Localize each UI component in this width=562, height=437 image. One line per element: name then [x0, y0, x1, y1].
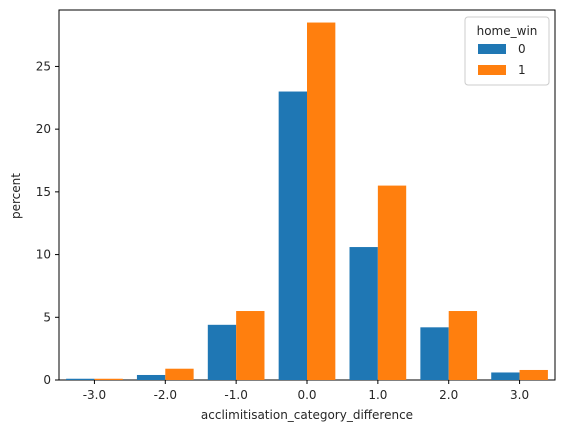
legend-title: home_win: [477, 24, 538, 38]
bar-series-1-category-3: [307, 22, 336, 380]
bar-series-0-category-0: [66, 378, 95, 380]
bar-series-0-category-1: [136, 374, 166, 380]
legend-label-series-0: 0: [518, 42, 526, 56]
x-tick-label: 0.0: [297, 388, 316, 402]
legend-swatch-series-1: [478, 65, 506, 75]
x-tick-label: 2.0: [439, 388, 458, 402]
x-axis-label: acclimitisation_category_difference: [201, 408, 413, 422]
y-axis: 0 5 10 15 20 25: [36, 59, 59, 387]
bar-series-1-category-5: [448, 311, 478, 380]
legend-swatch-series-0: [478, 44, 506, 54]
bar-series-1-category-2: [236, 311, 265, 380]
bar-series-1-category-1: [165, 368, 194, 380]
bar-series-1-category-4: [377, 185, 407, 380]
bar-series-0-category-5: [420, 327, 449, 380]
bar-series-1-category-0: [94, 378, 123, 380]
x-axis: -3.0 -2.0 -1.0 0.0 1.0 2.0 3.0: [83, 380, 529, 402]
legend-label-series-1: 1: [518, 63, 526, 77]
bar-series-1-category-6: [519, 369, 548, 380]
y-tick-label: 25: [36, 59, 51, 73]
y-axis-label: percent: [9, 173, 23, 219]
bar-series-0-category-2: [207, 324, 237, 380]
x-tick-label: 3.0: [510, 388, 529, 402]
x-tick-label: -3.0: [83, 388, 106, 402]
y-tick-label: 10: [36, 248, 51, 262]
y-tick-label: 20: [36, 122, 51, 136]
x-tick-label: 1.0: [368, 388, 387, 402]
y-tick-label: 15: [36, 185, 51, 199]
y-tick-label: 5: [43, 310, 51, 324]
bar-series-0-category-6: [491, 372, 520, 380]
x-tick-label: -1.0: [224, 388, 247, 402]
legend: home_win 0 1: [464, 16, 550, 86]
y-tick-label: 0: [43, 373, 51, 387]
bars-layer: [66, 22, 548, 380]
bar-series-0-category-4: [349, 247, 378, 380]
x-tick-label: -2.0: [154, 388, 177, 402]
bar-series-0-category-3: [278, 91, 307, 380]
